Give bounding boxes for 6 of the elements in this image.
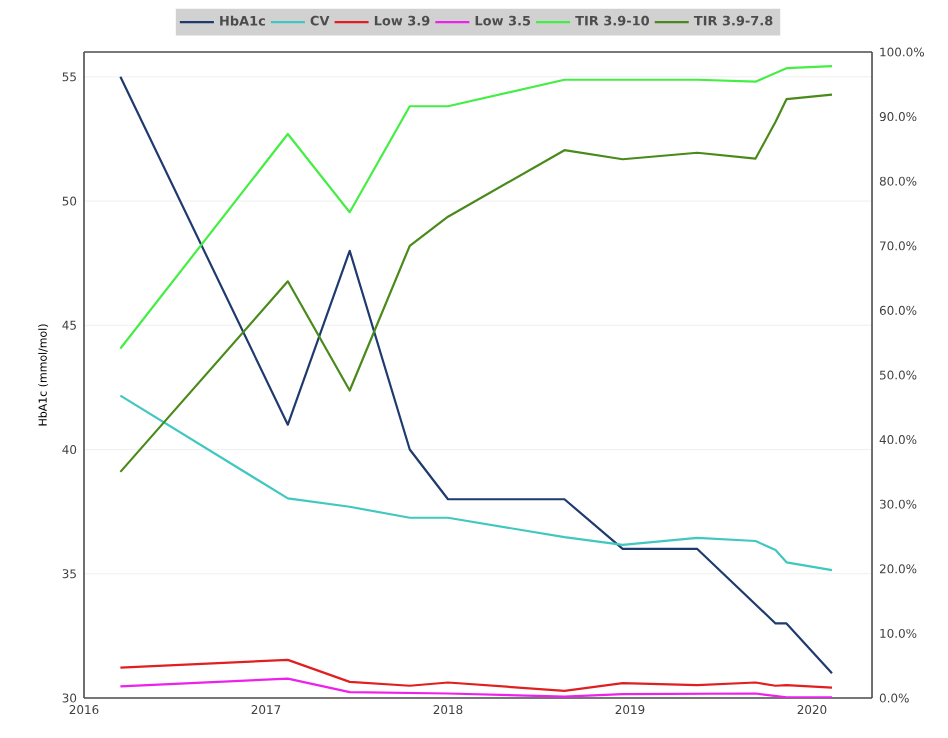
- line-series: [119, 677, 834, 698]
- line-series: [119, 65, 834, 350]
- line-series: [119, 75, 834, 675]
- line-series: [119, 394, 834, 572]
- line-series: [119, 658, 834, 692]
- line-series: [119, 93, 834, 473]
